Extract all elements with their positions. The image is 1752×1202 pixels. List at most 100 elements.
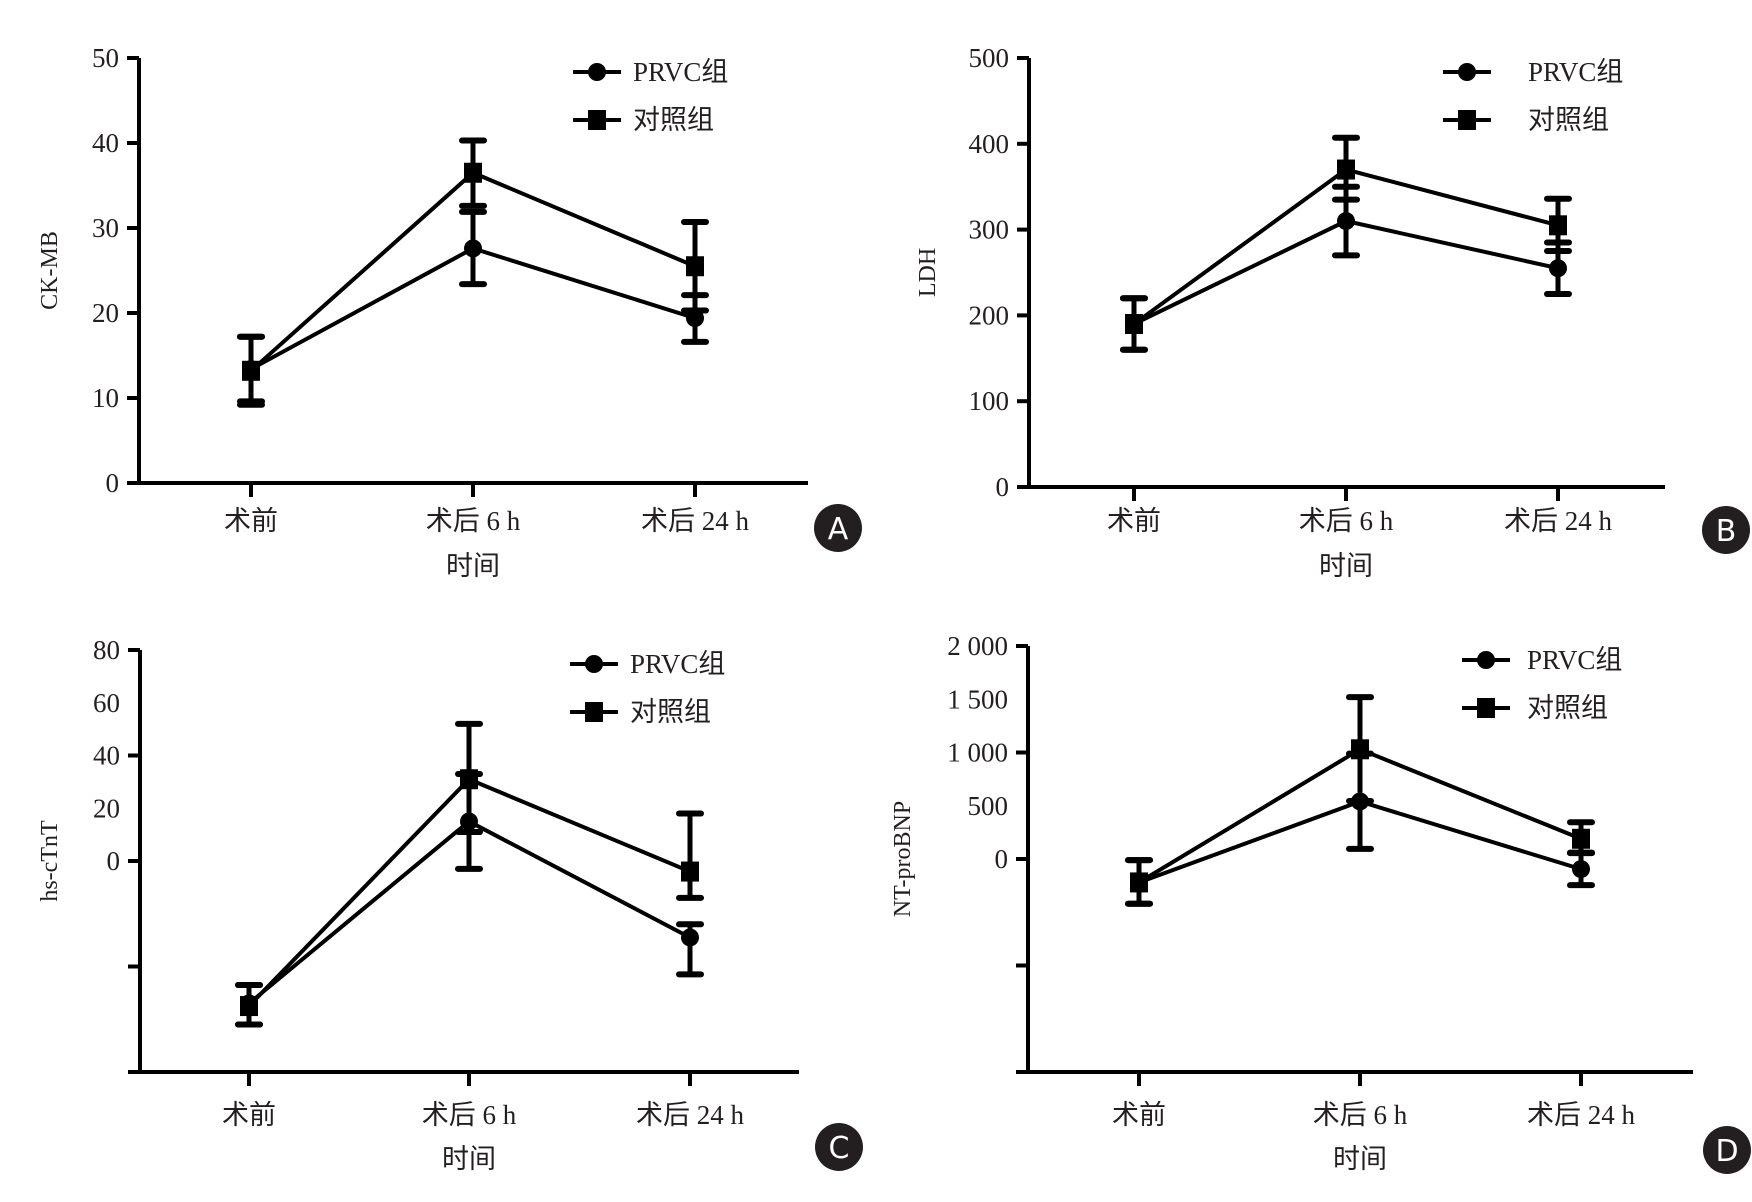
data-point-square-marker — [1337, 159, 1355, 180]
panel-badge: C — [815, 1123, 863, 1171]
data-point-circle-marker — [1572, 860, 1590, 879]
panel-badge-letter: C — [829, 1131, 850, 1166]
y-tick-label: 2 000 — [947, 631, 1008, 661]
x-category-label: 术后 24 h — [1527, 1100, 1635, 1130]
y-tick-label: 0 — [995, 844, 1009, 874]
panel-d: 0 500 1 000 1 500 2 000 术前 术后 6 h 术后 24 h 时间 NT-p… — [890, 631, 1751, 1174]
legend-square-marker — [1477, 698, 1495, 718]
legend-circle-marker — [585, 655, 603, 673]
data-point-square-marker — [1130, 872, 1148, 893]
y-axis-title: hs-cTnT — [37, 820, 63, 902]
x-axis-title: 时间 — [442, 1144, 496, 1174]
y-tick-label: 1 500 — [947, 684, 1008, 714]
data-point-circle-marker — [1549, 259, 1567, 278]
y-tick-label: 20 — [93, 793, 120, 823]
legend-circle-marker — [588, 63, 606, 81]
series-control — [237, 137, 709, 408]
x-axis-title: 时间 — [446, 551, 500, 581]
panel-badge-letter: D — [1715, 1134, 1738, 1169]
data-point-circle-marker — [464, 239, 482, 258]
y-tick-label: 0 — [107, 846, 121, 876]
legend-label: PRVC组 — [630, 649, 725, 679]
series-control — [1120, 134, 1572, 353]
x-category-label: 术前 — [1107, 506, 1161, 536]
y-tick-label: 100 — [969, 386, 1010, 416]
y-tick-label: 60 — [93, 688, 120, 718]
x-category-label: 术后 6 h — [1313, 1100, 1408, 1130]
x-axis-title: 时间 — [1319, 551, 1373, 581]
panel-badge-circle — [1703, 1126, 1751, 1174]
legend-label: PRVC组 — [1527, 645, 1622, 675]
y-tick-label: 500 — [969, 43, 1010, 73]
y-tick-label: 0 — [996, 472, 1010, 502]
x-category-label: 术后 24 h — [641, 506, 749, 536]
panel-badge: D — [1703, 1126, 1751, 1174]
y-tick-label: 0 — [106, 468, 120, 498]
data-point-square-marker — [1549, 215, 1567, 236]
x-axis-title: 时间 — [1333, 1144, 1387, 1174]
legend-circle-marker — [1477, 651, 1495, 669]
y-tick-label: 200 — [969, 300, 1010, 330]
legend-label: 对照组 — [633, 105, 714, 135]
panel-badge: B — [1702, 506, 1750, 554]
legend-label: 对照组 — [1528, 105, 1609, 135]
panel-c: 0 20 40 60 80 术前 术后 6 h 术后 24 h 时间 hs-cTnT PRVC组对照… — [37, 635, 863, 1174]
panel-badge-circle — [815, 1123, 863, 1171]
data-point-square-marker — [242, 360, 260, 381]
x-category-label: 术前 — [222, 1100, 276, 1130]
y-tick-label: 50 — [92, 43, 119, 73]
panel-badge-letter: B — [1716, 514, 1737, 549]
y-tick-label: 40 — [92, 128, 119, 158]
x-category-label: 术后 6 h — [426, 506, 521, 536]
data-point-square-marker — [1351, 739, 1369, 760]
legend-square-marker — [585, 702, 603, 722]
series-control — [235, 720, 704, 1028]
y-tick-label: 1 000 — [947, 738, 1008, 768]
data-point-square-marker — [686, 256, 704, 277]
x-category-label: 术后 6 h — [422, 1100, 517, 1130]
y-tick-label: 40 — [93, 741, 120, 771]
panel-b: 0 100 200 300 400 500 术前 术后 6 h 术后 24 h 时间 LDH PRVC… — [915, 43, 1750, 581]
y-axis-title: LDH — [915, 248, 941, 297]
y-tick-label: 30 — [92, 213, 119, 243]
panel-badge-circle — [814, 504, 862, 552]
y-tick-label: 10 — [92, 383, 119, 413]
x-category-label: 术后 6 h — [1299, 506, 1394, 536]
y-tick-label: 300 — [969, 215, 1010, 245]
legend-circle-marker — [1458, 63, 1476, 81]
data-point-square-marker — [240, 996, 258, 1017]
panel-badge: A — [814, 504, 862, 552]
data-point-square-marker — [1125, 313, 1143, 334]
x-category-label: 术后 24 h — [636, 1100, 744, 1130]
y-tick-label: 500 — [968, 791, 1009, 821]
y-tick-label: 20 — [92, 298, 119, 328]
panel-badge-circle — [1702, 506, 1750, 554]
legend-label: PRVC组 — [1528, 57, 1623, 87]
series-control — [1125, 694, 1595, 907]
y-tick-label: 80 — [93, 635, 120, 665]
y-axis-title: NT-proBNP — [890, 801, 916, 917]
data-point-square-marker — [1572, 828, 1590, 849]
x-category-label: 术前 — [224, 506, 278, 536]
x-category-label: 术前 — [1112, 1100, 1166, 1130]
panel-a: 0 10 20 30 40 50 术前 术后 6 h 术后 24 h 时间 CK-MB PRVC组对照… — [37, 43, 862, 581]
data-point-square-marker — [681, 861, 699, 882]
legend-label: 对照组 — [630, 697, 711, 727]
data-point-circle-marker — [686, 309, 704, 328]
data-point-square-marker — [460, 769, 478, 790]
legend-square-marker — [1458, 110, 1476, 130]
panel-badge-letter: A — [828, 512, 849, 547]
data-point-circle-marker — [1337, 212, 1355, 231]
legend-square-marker — [588, 110, 606, 130]
legend-label: PRVC组 — [633, 57, 728, 87]
y-tick-label: 400 — [969, 129, 1010, 159]
data-point-circle-marker — [681, 928, 699, 947]
data-point-square-marker — [464, 162, 482, 183]
legend-label: 对照组 — [1527, 693, 1608, 723]
y-axis-title: CK-MB — [37, 231, 63, 310]
